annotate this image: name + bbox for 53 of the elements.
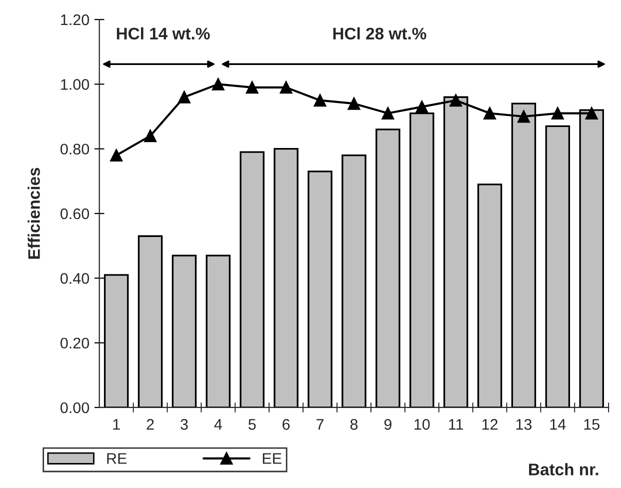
- bar: [308, 170, 332, 408]
- bar: [274, 148, 298, 408]
- x-tick-label: 10: [414, 418, 430, 430]
- x-tick-label: 15: [584, 419, 600, 430]
- bar: [545, 125, 570, 408]
- point: [144, 130, 157, 142]
- point: [178, 90, 190, 104]
- point: [348, 97, 360, 110]
- x-tick-label: 12: [482, 418, 498, 430]
- point: [280, 81, 292, 94]
- y-tick-label: 0.80: [60, 144, 90, 155]
- x-tick-label: 14: [550, 419, 566, 430]
- bar: [206, 254, 231, 408]
- point: [484, 107, 496, 120]
- bar: [138, 235, 163, 408]
- x-tick-label: 9: [384, 418, 392, 430]
- bar: [342, 154, 366, 408]
- legend-label: EE: [262, 453, 282, 464]
- point: [212, 78, 224, 90]
- point: [517, 110, 530, 123]
- bar: [376, 128, 400, 408]
- point: [110, 149, 123, 162]
- point: [314, 94, 326, 107]
- x-tick-label: 6: [282, 418, 290, 430]
- x-tick-label: 11: [449, 419, 464, 430]
- annotation: HCl 14 wt.%: [116, 27, 210, 40]
- point: [551, 107, 564, 120]
- y-tick-label: 0.20: [60, 338, 90, 349]
- x-tick-label: 4: [214, 419, 222, 430]
- x-tick-label: 5: [248, 419, 256, 430]
- point: [382, 107, 394, 120]
- x-tick-label: 2: [146, 418, 154, 430]
- bar: [172, 254, 197, 408]
- y-tick-label: 1.00: [61, 79, 90, 90]
- point: [416, 100, 428, 114]
- legend-label: RE: [107, 453, 127, 464]
- annotation: HCl 28 wt.%: [333, 27, 426, 40]
- point: [246, 81, 258, 94]
- x-tick-label: 7: [316, 419, 324, 430]
- bar: [477, 184, 502, 408]
- y-tick-label: 0.40: [60, 273, 90, 284]
- point: [585, 107, 598, 120]
- x-tick-label: 1: [113, 419, 120, 430]
- x-tick-label: 13: [516, 418, 532, 430]
- x-axis-title: Batch nr.: [529, 463, 598, 476]
- x-tick-label: 3: [180, 418, 188, 430]
- y-tick-label: 0.60: [60, 208, 90, 220]
- bar: [240, 151, 265, 408]
- y-tick-label: 1.20: [61, 14, 90, 26]
- y-axis-title: Efficiencies: [28, 168, 40, 259]
- x-tick-label: 8: [350, 418, 358, 430]
- point: [450, 94, 462, 107]
- y-tick-label: 0.00: [60, 402, 90, 414]
